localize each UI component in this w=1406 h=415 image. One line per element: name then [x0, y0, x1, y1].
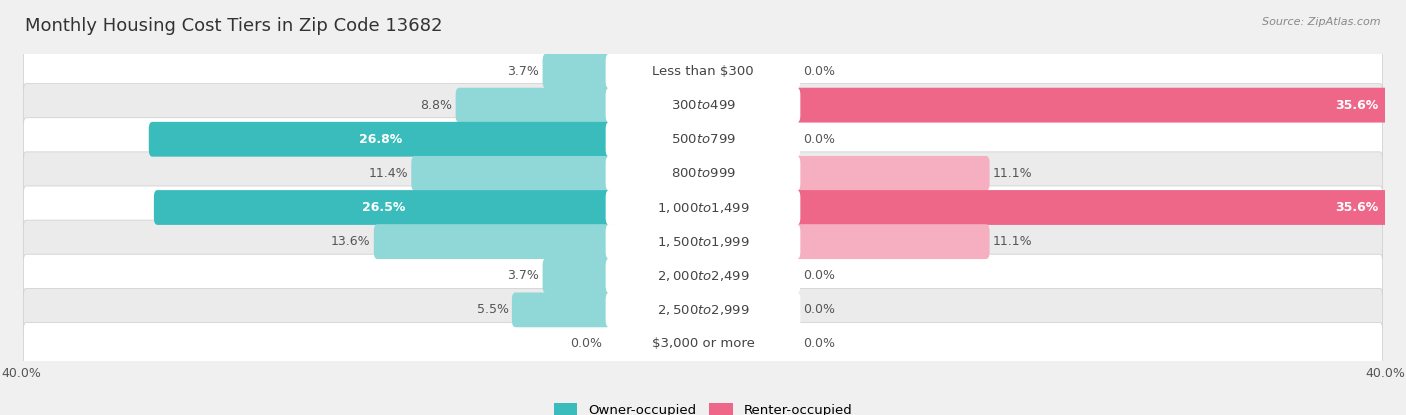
FancyBboxPatch shape: [512, 293, 613, 327]
FancyBboxPatch shape: [543, 54, 613, 88]
FancyBboxPatch shape: [606, 327, 800, 361]
FancyBboxPatch shape: [606, 259, 800, 293]
FancyBboxPatch shape: [606, 190, 800, 225]
Text: 35.6%: 35.6%: [1334, 201, 1378, 214]
FancyBboxPatch shape: [24, 118, 1382, 161]
Text: 0.0%: 0.0%: [804, 269, 835, 282]
FancyBboxPatch shape: [606, 54, 800, 88]
Text: 0.0%: 0.0%: [804, 133, 835, 146]
FancyBboxPatch shape: [24, 254, 1382, 297]
Text: 0.0%: 0.0%: [804, 303, 835, 316]
Text: 26.5%: 26.5%: [361, 201, 405, 214]
FancyBboxPatch shape: [24, 186, 1382, 229]
Text: 11.1%: 11.1%: [993, 235, 1032, 248]
Text: 26.8%: 26.8%: [359, 133, 402, 146]
FancyBboxPatch shape: [149, 122, 613, 156]
Text: $500 to $799: $500 to $799: [671, 133, 735, 146]
FancyBboxPatch shape: [24, 49, 1382, 93]
FancyBboxPatch shape: [793, 88, 1406, 122]
Text: $1,500 to $1,999: $1,500 to $1,999: [657, 234, 749, 249]
Text: $1,000 to $1,499: $1,000 to $1,499: [657, 200, 749, 215]
FancyBboxPatch shape: [24, 220, 1382, 263]
Text: Less than $300: Less than $300: [652, 64, 754, 78]
FancyBboxPatch shape: [456, 88, 613, 122]
FancyBboxPatch shape: [24, 288, 1382, 331]
FancyBboxPatch shape: [412, 156, 613, 191]
Text: 0.0%: 0.0%: [804, 64, 835, 78]
Text: $800 to $999: $800 to $999: [671, 167, 735, 180]
FancyBboxPatch shape: [606, 122, 800, 156]
Text: 3.7%: 3.7%: [508, 269, 540, 282]
FancyBboxPatch shape: [606, 88, 800, 122]
Text: 5.5%: 5.5%: [477, 303, 509, 316]
Text: 11.4%: 11.4%: [368, 167, 408, 180]
FancyBboxPatch shape: [153, 190, 613, 225]
FancyBboxPatch shape: [606, 156, 800, 191]
FancyBboxPatch shape: [606, 293, 800, 327]
FancyBboxPatch shape: [793, 224, 990, 259]
Text: 35.6%: 35.6%: [1334, 99, 1378, 112]
Text: 13.6%: 13.6%: [330, 235, 371, 248]
Text: $2,000 to $2,499: $2,000 to $2,499: [657, 269, 749, 283]
FancyBboxPatch shape: [793, 156, 990, 191]
FancyBboxPatch shape: [374, 224, 613, 259]
Text: 11.1%: 11.1%: [993, 167, 1032, 180]
Text: 0.0%: 0.0%: [804, 337, 835, 351]
FancyBboxPatch shape: [606, 224, 800, 259]
Text: 8.8%: 8.8%: [420, 99, 453, 112]
Text: 3.7%: 3.7%: [508, 64, 540, 78]
Text: Monthly Housing Cost Tiers in Zip Code 13682: Monthly Housing Cost Tiers in Zip Code 1…: [25, 17, 443, 34]
FancyBboxPatch shape: [24, 84, 1382, 127]
Text: $300 to $499: $300 to $499: [671, 99, 735, 112]
FancyBboxPatch shape: [24, 322, 1382, 366]
FancyBboxPatch shape: [543, 259, 613, 293]
Text: $3,000 or more: $3,000 or more: [651, 337, 755, 351]
FancyBboxPatch shape: [793, 190, 1406, 225]
Text: $2,500 to $2,999: $2,500 to $2,999: [657, 303, 749, 317]
Text: Source: ZipAtlas.com: Source: ZipAtlas.com: [1263, 17, 1381, 27]
Legend: Owner-occupied, Renter-occupied: Owner-occupied, Renter-occupied: [548, 398, 858, 415]
Text: 0.0%: 0.0%: [571, 337, 602, 351]
FancyBboxPatch shape: [24, 152, 1382, 195]
